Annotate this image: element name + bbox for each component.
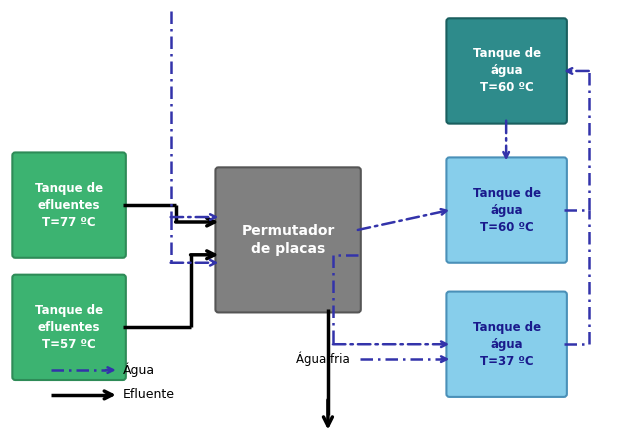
Text: Tanque de
água
T=37 ºC: Tanque de água T=37 ºC: [473, 321, 541, 368]
FancyBboxPatch shape: [215, 167, 361, 313]
Text: Tanque de
efluentes
T=57 ºC: Tanque de efluentes T=57 ºC: [35, 304, 103, 351]
Text: Efluente: Efluente: [123, 388, 175, 401]
FancyBboxPatch shape: [447, 292, 567, 397]
Text: Água: Água: [123, 363, 155, 377]
Text: Tanque de
água
T=60 ºC: Tanque de água T=60 ºC: [473, 186, 541, 234]
FancyBboxPatch shape: [447, 18, 567, 124]
FancyBboxPatch shape: [13, 275, 126, 380]
FancyBboxPatch shape: [13, 153, 126, 258]
Text: Tanque de
água
T=60 ºC: Tanque de água T=60 ºC: [473, 47, 541, 95]
Text: Água fria: Água fria: [296, 352, 350, 367]
Text: Permutador
de placas: Permutador de placas: [241, 224, 335, 256]
FancyBboxPatch shape: [447, 157, 567, 263]
Text: Tanque de
efluentes
T=77 ºC: Tanque de efluentes T=77 ºC: [35, 182, 103, 229]
